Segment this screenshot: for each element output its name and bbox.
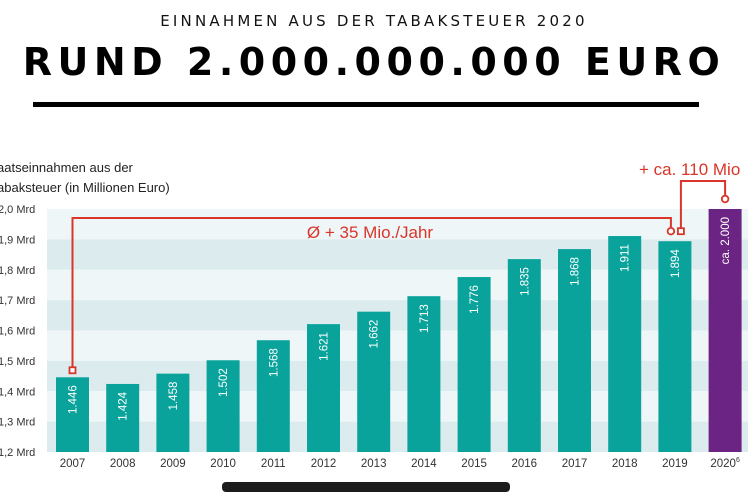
annotations: Ø + 35 Mio./Jahr + ca. 110 Mio — [68, 160, 740, 375]
y-tick-label: 1,9 Mrd — [0, 234, 35, 246]
value-label: 1.835 — [519, 267, 531, 296]
avg-growth-bracket — [71, 217, 672, 368]
value-label: ca. 2.000 — [720, 217, 732, 264]
grid-band — [47, 209, 748, 240]
bar — [206, 360, 240, 452]
value-label: 1.894 — [670, 249, 682, 278]
bar — [658, 241, 692, 452]
y-axis-title-line-2: abaksteuer (in Millionen Euro) — [0, 180, 170, 195]
bracket-marker — [666, 226, 676, 236]
bottom-scroll-bar[interactable] — [222, 482, 510, 492]
y-tick-label: 1,3 Mrd — [0, 417, 35, 429]
bracket-marker — [68, 366, 77, 375]
x-tick-label: 2013 — [361, 458, 387, 470]
increase-label: + ca. 110 Mio — [639, 160, 740, 179]
value-label: 1.713 — [419, 304, 431, 333]
x-tick-label: 2008 — [110, 458, 136, 470]
y-axis-ticks: 1,2 Mrd 1,3 Mrd 1,4 Mrd 1,5 Mrd 1,6 Mrd 1,7 M… — [0, 204, 35, 459]
bar — [156, 373, 190, 452]
value-label: 1.776 — [469, 285, 481, 314]
grid-band — [47, 330, 748, 361]
x-tick-label: 20206 — [710, 457, 740, 470]
bar — [558, 249, 591, 452]
headline-rule — [33, 102, 699, 107]
grid-band — [47, 239, 748, 270]
bar — [357, 311, 391, 452]
y-tick-label: 1,7 Mrd — [0, 295, 35, 307]
x-tick-label: 2007 — [60, 458, 86, 470]
y-axis-title: aatseinnahmen aus der abaksteuer (in Mil… — [0, 158, 170, 198]
value-label: 1.568 — [268, 348, 280, 377]
grid-band — [47, 360, 748, 392]
value-label: 1.868 — [570, 257, 582, 286]
grid-band — [47, 421, 748, 452]
grid-band — [47, 391, 748, 422]
x-tick-label: 2014 — [411, 458, 437, 470]
bracket-marker — [677, 227, 685, 236]
x-tick-label: 2015 — [461, 458, 487, 470]
grid-band — [47, 269, 748, 301]
bar — [56, 377, 89, 452]
value-label: 1.911 — [620, 244, 632, 272]
x-tick-label: 2018 — [612, 458, 638, 470]
x-tick-label: 2019 — [662, 458, 688, 470]
value-label: 1.621 — [319, 332, 331, 361]
grid-band — [47, 300, 748, 331]
x-axis-ticks: 2007 2008 2009 2010 2011 2012 2013 2014 2015 2016… — [60, 457, 740, 470]
y-axis-title-line-1: aatseinnahmen aus der — [0, 160, 133, 175]
value-label: 1.446 — [68, 385, 80, 414]
value-label: 1.662 — [369, 320, 381, 349]
y-tick-label: 1,4 Mrd — [0, 386, 35, 398]
chart-kicker: EINNAHMEN AUS DER TABAKSTEUER 2020 — [160, 12, 588, 30]
bar — [256, 340, 290, 452]
bar — [407, 296, 441, 452]
x-tick-label: 2017 — [562, 458, 588, 470]
y-tick-label: 1,5 Mrd — [0, 356, 35, 368]
y-tick-label: 1,2 Mrd — [0, 447, 35, 459]
value-labels: 1.446 1.424 1.458 1.502 1.568 1.621 1.662 1.713… — [68, 217, 733, 421]
bar — [708, 209, 742, 452]
bar — [307, 324, 340, 452]
value-label: 1.458 — [168, 382, 180, 411]
x-tick-label: 2009 — [160, 458, 186, 470]
x-tick-label: 2016 — [512, 458, 538, 470]
increase-bracket — [679, 180, 727, 230]
grid-bands — [47, 209, 748, 452]
avg-growth-label: Ø + 35 Mio./Jahr — [307, 223, 433, 242]
x-tick-label: 2011 — [261, 458, 286, 470]
bar — [608, 236, 642, 452]
bars — [56, 209, 742, 452]
value-label: 1.424 — [118, 391, 130, 420]
x-tick-superscript: 6 — [736, 457, 740, 464]
x-tick-label: 2010 — [210, 458, 236, 470]
y-tick-label: 2,0 Mrd — [0, 204, 35, 216]
value-label: 1.502 — [218, 368, 230, 397]
chart-headline: RUND 2.000.000.000 EURO — [22, 40, 726, 84]
y-tick-label: 1,8 Mrd — [0, 265, 35, 277]
bar — [106, 383, 140, 452]
x-tick-label: 2012 — [311, 458, 337, 470]
bracket-marker — [720, 194, 730, 204]
y-tick-label: 1,6 Mrd — [0, 326, 35, 338]
bar — [457, 277, 491, 452]
bar — [507, 259, 541, 452]
